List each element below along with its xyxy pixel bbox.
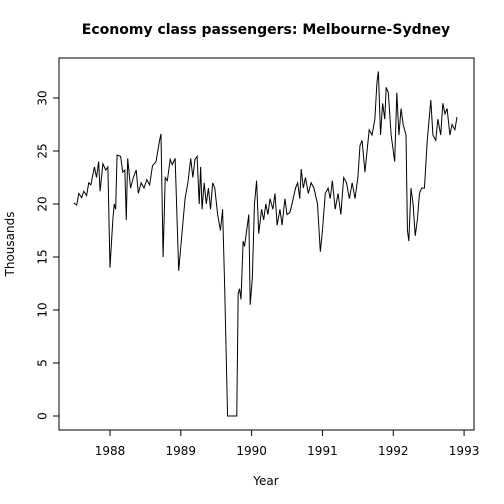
- y-tick-label: 20: [36, 196, 50, 211]
- x-tick-label: 1989: [166, 444, 197, 458]
- y-tick-label: 30: [36, 90, 50, 105]
- y-tick-label: 10: [36, 302, 50, 317]
- plot-frame: [58, 57, 475, 431]
- y-tick-label: 0: [36, 412, 50, 420]
- y-tick-label: 25: [36, 143, 50, 158]
- series-line: [73, 71, 458, 417]
- x-tick-label: 1988: [95, 444, 126, 458]
- x-tick-label: 1992: [378, 444, 409, 458]
- x-axis-label: Year: [252, 474, 278, 488]
- x-tick-label: 1991: [307, 444, 338, 458]
- x-tick-label: 1993: [449, 444, 480, 458]
- x-tick-label: 1990: [236, 444, 267, 458]
- chart-title: Economy class passengers: Melbourne-Sydn…: [82, 22, 450, 38]
- y-tick-label: 15: [36, 249, 50, 264]
- y-tick-label: 5: [36, 359, 50, 367]
- y-axis-label: Thousands: [3, 212, 17, 278]
